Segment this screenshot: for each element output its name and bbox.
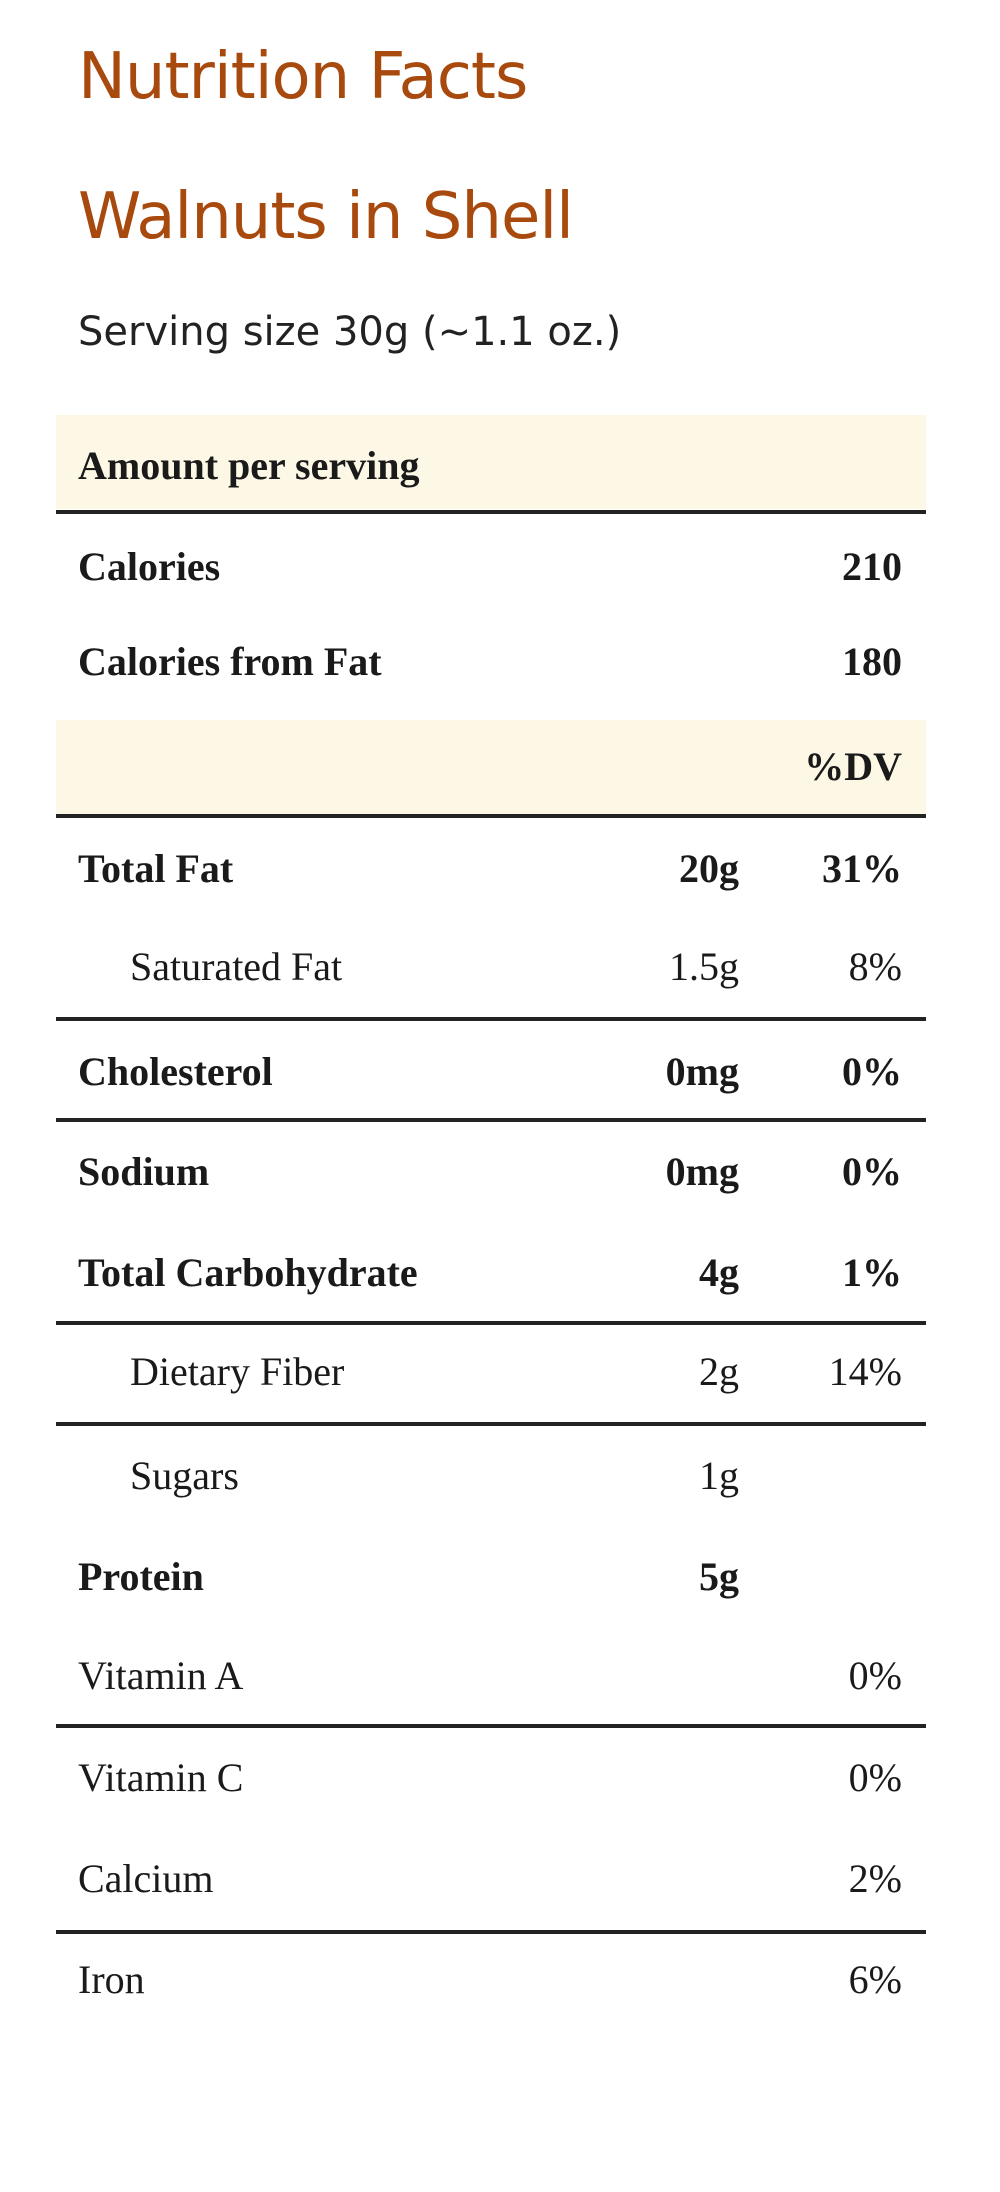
nutrient-name: Cholesterol [78, 1049, 273, 1094]
rule [56, 1321, 926, 1325]
nutrient-name: Protein [78, 1554, 204, 1599]
rule [56, 1422, 926, 1426]
nutrient-name: Sodium [78, 1149, 210, 1194]
nutrient-dv: 0% [848, 1653, 902, 1698]
nutrient-dv: 0% [842, 1149, 902, 1194]
rule [56, 1930, 926, 1934]
rule [56, 1724, 926, 1728]
nutrient-amount: 4g [699, 1250, 739, 1295]
nutrient-amount: 20g [679, 846, 739, 891]
serving-size: Serving size 30g (~1.1 oz.) [78, 309, 622, 355]
calories-fat-value: 180 [842, 639, 902, 684]
rule [56, 1017, 926, 1021]
nutrient-amount: 2g [699, 1349, 739, 1394]
nutrient-name: Iron [78, 1957, 145, 2002]
amount-heading: Amount per serving [78, 443, 420, 488]
nutrient-dv: 0% [848, 1755, 902, 1800]
nutrient-amount: 0mg [665, 1149, 739, 1194]
rule [56, 814, 926, 818]
nutrient-name: Vitamin A [78, 1653, 244, 1698]
heading-band [56, 415, 926, 509]
nutrient-name: Dietary Fiber [130, 1349, 345, 1394]
nutrient-dv: 0% [842, 1049, 902, 1094]
subtitle: Walnuts in Shell [78, 180, 574, 254]
nutrient-dv: 6% [848, 1957, 902, 2002]
nutrient-name: Sugars [130, 1453, 239, 1498]
nutrient-dv: 8% [848, 944, 902, 989]
nutrient-name: Calcium [78, 1856, 214, 1901]
nutrient-dv: 31% [822, 846, 902, 891]
nutrient-name: Total Carbohydrate [78, 1250, 418, 1295]
nutrient-amount: 5g [699, 1554, 739, 1599]
rule [56, 510, 926, 514]
nutrient-dv: 14% [828, 1349, 902, 1394]
nutrient-amount: 1.5g [669, 944, 739, 989]
nutrient-name: Total Fat [78, 846, 234, 891]
nutrient-amount: 1g [699, 1453, 739, 1498]
calories-label: Calories [78, 544, 221, 589]
dv-heading: %DV [804, 744, 902, 789]
nutrient-dv: 1% [842, 1250, 902, 1295]
calories-value: 210 [842, 544, 902, 589]
nutrient-dv: 2% [848, 1856, 902, 1901]
nutrient-amount: 0mg [665, 1049, 739, 1094]
title: Nutrition Facts [78, 40, 528, 114]
nutrient-name: Saturated Fat [130, 944, 343, 989]
calories-fat-label: Calories from Fat [78, 639, 382, 684]
heading-band [56, 720, 926, 814]
nutrient-name: Vitamin C [78, 1755, 244, 1800]
rule [56, 1118, 926, 1122]
